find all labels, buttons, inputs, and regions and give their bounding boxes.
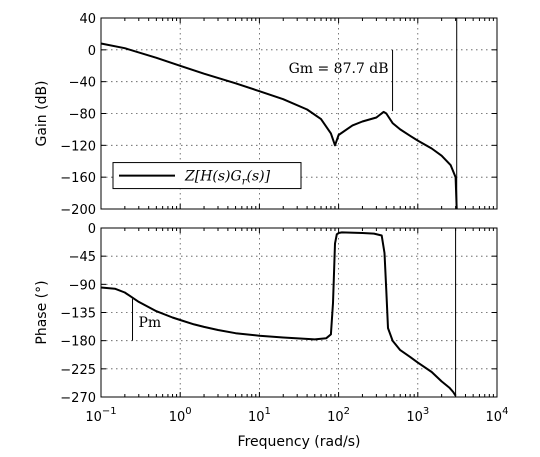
gain-panel: 40 0 −40 −80 −120 −160 −200 Gm = 87.7 dB Z[H(s…	[34, 12, 498, 218]
phase-y-axis-label: Phase (°)	[34, 280, 50, 344]
x-axis-label: Frequency (rad/s)	[238, 434, 361, 450]
gain-y-tick-label: 40	[79, 12, 96, 27]
gain-y-tick-label: −120	[60, 139, 96, 154]
phase-axes-frame	[100, 227, 498, 398]
gain-y-tick-label: −80	[69, 108, 96, 123]
phase-grid	[101, 228, 497, 397]
gain-margin-label: Gm = 87.7 dB	[289, 61, 389, 77]
phase-series-line	[100, 231, 457, 397]
phase-y-tick-label: −180	[60, 335, 96, 350]
gain-y-tick-label: 0	[88, 44, 96, 59]
gain-axes-frame	[100, 17, 498, 210]
x-tick-label: 10−1	[85, 406, 116, 425]
legend: Z[H(s)Gr(s)]	[112, 162, 302, 190]
gain-y-tick-label: −160	[60, 171, 96, 186]
phase-x-ticks: 10−1 100 101 102 103 104	[85, 228, 508, 425]
phase-y-tick-label: −270	[60, 391, 96, 406]
phase-y-tick-label: 0	[88, 222, 96, 237]
phase-y-tick-label: −225	[60, 363, 96, 378]
x-tick-label: 104	[486, 406, 509, 425]
gain-series-line	[100, 42, 458, 210]
phase-y-tick-label: −90	[69, 278, 96, 293]
x-tick-label: 103	[406, 406, 429, 425]
gain-y-tick-label: −200	[60, 203, 96, 218]
x-tick-label: 101	[248, 406, 271, 425]
x-tick-label: 100	[169, 406, 192, 425]
gain-y-tick-label: −40	[69, 76, 96, 91]
phase-y-ticks: 0 −45 −90 −135 −180 −225 −270	[60, 222, 497, 406]
phase-y-tick-label: −45	[69, 250, 96, 265]
phase-margin-label: Pm	[139, 315, 162, 331]
phase-y-tick-label: −135	[60, 307, 96, 322]
gain-y-ticks: 40 0 −40 −80 −120 −160 −200	[60, 12, 497, 218]
legend-label: Z[H(s)Gr(s)]	[184, 169, 271, 188]
phase-panel: 0 −45 −90 −135 −180 −225 −270 10−1 100 101 102 103…	[34, 222, 508, 450]
gain-y-axis-label: Gain (dB)	[34, 80, 50, 146]
x-tick-label: 102	[327, 406, 350, 425]
